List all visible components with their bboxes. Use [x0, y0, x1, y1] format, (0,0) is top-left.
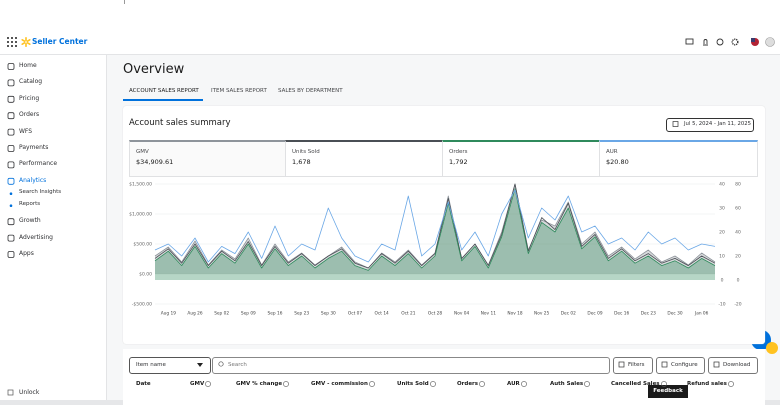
nav-item[interactable]: Orders — [19, 111, 39, 118]
avatar[interactable] — [766, 38, 775, 47]
nav-item[interactable]: Analytics — [19, 177, 46, 184]
metric-label: Units Sold — [292, 149, 320, 155]
item-select-label[interactable]: Item name — [136, 362, 166, 368]
top-mark — [124, 0, 125, 4]
column-header[interactable]: Orders — [457, 381, 478, 387]
mail-icon[interactable] — [686, 39, 693, 44]
flag-canton — [751, 38, 755, 42]
help-icon[interactable] — [717, 39, 723, 45]
summary-title: Account sales summary — [129, 118, 231, 128]
metric-value: 1,678 — [292, 158, 311, 166]
metric-value: 1,792 — [449, 158, 468, 166]
column-header[interactable]: AUR — [507, 381, 520, 387]
nav-item[interactable]: Growth — [19, 217, 41, 224]
column-header[interactable]: GMV % change — [236, 381, 282, 387]
feedback-button[interactable]: Feedback — [648, 385, 688, 398]
spark-logo — [21, 37, 31, 47]
nav-item[interactable]: Pricing — [19, 95, 39, 102]
nav-item[interactable]: Apps — [19, 250, 34, 257]
app-grid-icon[interactable] — [7, 37, 17, 47]
nav-item[interactable]: Advertising — [19, 234, 53, 241]
column-header[interactable]: GMV - commission — [311, 381, 368, 387]
header-icons — [685, 36, 780, 48]
nav-item[interactable]: Payments — [19, 144, 48, 151]
column-header[interactable]: GMV — [190, 381, 204, 387]
toolbar-button-label[interactable]: Configure — [671, 362, 698, 368]
search-placeholder[interactable]: Search — [228, 362, 247, 368]
bell-icon[interactable] — [703, 40, 708, 46]
settings-icon[interactable] — [732, 39, 738, 45]
header-bar — [0, 28, 780, 55]
tab[interactable]: SALES BY DEPARTMENT — [278, 88, 343, 94]
column-header[interactable]: Refund sales — [687, 381, 727, 387]
metric-label: AUR — [606, 149, 618, 155]
nav-item[interactable]: Performance — [19, 160, 57, 167]
logo-text[interactable]: Seller Center — [32, 37, 87, 46]
column-header[interactable]: Date — [136, 381, 151, 387]
toolbar-button-label[interactable]: Filters — [628, 362, 645, 368]
nav-subitem[interactable]: Reports — [19, 201, 40, 207]
column-header[interactable]: Auth Sales — [550, 381, 583, 387]
date-range[interactable]: Jul 5, 2024 - Jan 11, 2025 — [684, 121, 751, 127]
nav-item[interactable]: WFS — [19, 128, 32, 135]
metric-label: Orders — [449, 149, 468, 155]
nav-item[interactable]: Home — [19, 62, 37, 69]
tab[interactable]: ACCOUNT SALES REPORT — [129, 88, 199, 94]
metric-value: $34,909.61 — [136, 158, 173, 166]
search-input[interactable] — [212, 357, 610, 374]
nav-subitem[interactable]: Search Insights — [19, 189, 61, 195]
nav-footer[interactable]: Unlock — [19, 389, 39, 396]
column-header[interactable]: Units Sold — [397, 381, 429, 387]
metric-value: $20.80 — [606, 158, 629, 166]
tab-underline — [123, 99, 203, 101]
page-title: Overview — [123, 62, 184, 77]
nav-item[interactable]: Catalog — [19, 78, 42, 85]
sidebar — [0, 55, 107, 405]
toolbar-button-label[interactable]: Download — [723, 362, 750, 368]
metric-label: GMV — [136, 149, 149, 155]
quick-look-dot — [766, 342, 778, 354]
tab[interactable]: ITEM SALES REPORT — [211, 88, 267, 94]
